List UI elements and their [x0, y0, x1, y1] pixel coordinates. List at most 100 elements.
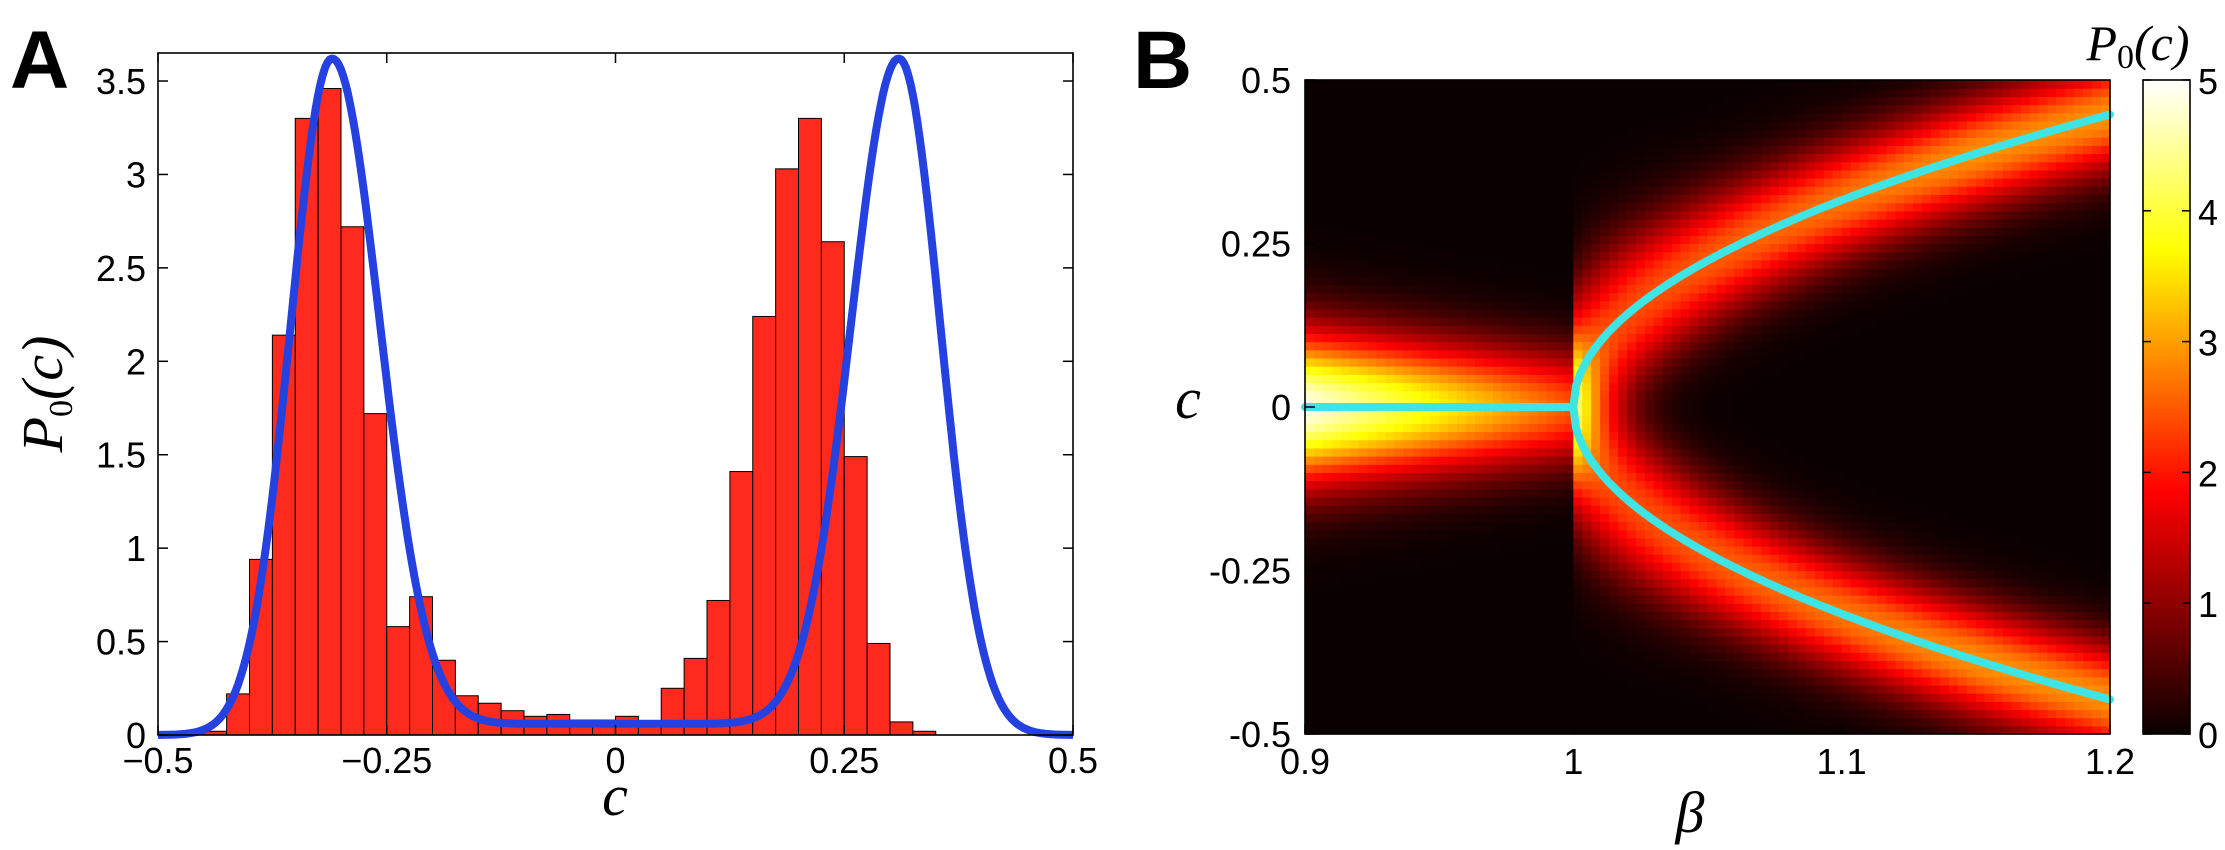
heatmap-cell [1716, 333, 1726, 343]
heatmap-cell [1537, 161, 1548, 171]
heatmap-cell [1546, 366, 1557, 375]
heatmap-cell [1340, 268, 1351, 277]
heatmap-cell [1421, 104, 1431, 114]
heatmap-cell [1349, 684, 1360, 694]
heatmap-cell [1573, 129, 1583, 138]
heatmap-cell [1537, 317, 1548, 326]
heatmap-cell [1761, 505, 1771, 514]
heatmap-cell [1761, 456, 1771, 465]
heatmap-cell [1618, 554, 1628, 563]
heatmap-cell [1483, 562, 1494, 572]
heatmap-cell [1823, 644, 1834, 653]
heatmap-cell [1358, 251, 1369, 261]
heatmap-cell [1743, 169, 1753, 179]
heatmap-cell [1796, 652, 1807, 662]
heatmap-cell [1385, 308, 1396, 318]
heatmap-cell [1796, 537, 1807, 547]
heatmap-cell [1627, 333, 1637, 343]
heatmap-cell [1448, 333, 1458, 343]
heatmap-cell [1510, 578, 1521, 588]
heatmap-cell [1761, 521, 1771, 531]
heatmap-cell [1501, 357, 1512, 367]
heatmap-cell [1796, 464, 1807, 474]
heatmap-cell [1600, 317, 1610, 326]
heatmap-cell [1770, 382, 1780, 392]
heatmap-cell [1403, 169, 1413, 179]
heatmap-cell [1376, 235, 1387, 245]
heatmap-cell [1609, 717, 1619, 727]
heatmap-cell [1439, 186, 1449, 196]
heatmap-cell [1644, 595, 1655, 604]
heatmap-cell [1743, 537, 1753, 547]
heatmap-cell [1635, 496, 1646, 506]
heatmap-cell [1805, 325, 1816, 335]
heatmap-cell [1662, 333, 1673, 343]
heatmap-cell [1609, 120, 1619, 130]
heatmap-cell [1707, 218, 1718, 228]
heatmap-cell [1313, 447, 1324, 457]
heatmap-cell [1841, 202, 1852, 212]
heatmap-cell [1564, 366, 1574, 375]
heatmap-cell [1627, 317, 1637, 326]
heatmap-cell [1635, 333, 1646, 343]
heatmap-cell [1662, 415, 1673, 424]
heatmap-cell [1555, 684, 1565, 694]
heatmap-cell [1841, 570, 1852, 580]
heatmap-cell [1582, 341, 1592, 351]
heatmap-cell [1743, 652, 1753, 662]
heatmap-cell [1403, 496, 1413, 506]
heatmap-cell [1313, 619, 1324, 629]
heatmap-cell [1680, 104, 1691, 114]
heatmap-cell [1421, 341, 1431, 351]
heatmap-cell [1474, 619, 1485, 629]
heatmap-cell [1573, 120, 1583, 130]
heatmap-cell [1537, 660, 1548, 670]
heatmap-cell [1313, 521, 1324, 531]
heatmap-cell [1340, 423, 1351, 433]
heatmap-cell [1850, 627, 1861, 637]
heatmap-cell [1644, 693, 1655, 702]
heatmap-cell [1430, 619, 1440, 629]
heatmap-cell [1618, 161, 1628, 171]
heatmap-cell [1850, 488, 1861, 498]
heatmap-cell [1349, 259, 1360, 269]
heatmap-cell [1439, 169, 1449, 179]
heatmap-cell [1313, 725, 1324, 735]
heatmap-cell [1546, 112, 1557, 122]
heatmap-cell [1349, 537, 1360, 547]
heatmap-cell [1322, 676, 1333, 686]
heatmap-cell [1600, 464, 1610, 474]
heatmap-cell [1618, 398, 1628, 408]
heatmap-cell [1412, 120, 1422, 130]
heatmap-cell [1644, 701, 1655, 711]
heatmap-cell [1832, 725, 1843, 735]
heatmap-cell [1573, 652, 1583, 662]
heatmap-cell [1483, 80, 1494, 89]
heatmap-cell [1788, 398, 1798, 408]
heatmap-cell [1474, 496, 1485, 506]
heatmap-cell [1823, 104, 1834, 114]
heatmap-cell [1814, 390, 1825, 400]
heatmap-cell [1313, 431, 1324, 441]
heatmap-cell [1313, 668, 1324, 678]
heatmap-cell [1635, 235, 1646, 245]
heatmap-cell [1430, 496, 1440, 506]
heatmap-cell [1430, 603, 1440, 612]
heatmap-cell [1814, 456, 1825, 465]
heatmap-cell [1466, 333, 1476, 343]
heatmap-cell [1698, 292, 1709, 302]
heatmap-cell [1510, 317, 1521, 326]
heatmap-cell [1394, 660, 1404, 670]
heatmap-cell [1412, 153, 1422, 163]
heatmap-cell [1331, 227, 1342, 236]
heatmap-cell [1707, 96, 1718, 106]
heatmap-cell [1823, 668, 1834, 678]
heatmap-cell [1313, 676, 1324, 686]
heatmap-cell [1761, 496, 1771, 506]
heatmap-cell [1770, 137, 1780, 147]
heatmap-cell [1439, 390, 1449, 400]
heatmap-cell [1358, 603, 1369, 612]
heatmap-cell [1439, 333, 1449, 343]
heatmap-cell [1340, 161, 1351, 171]
heatmap-cell [1743, 472, 1753, 482]
